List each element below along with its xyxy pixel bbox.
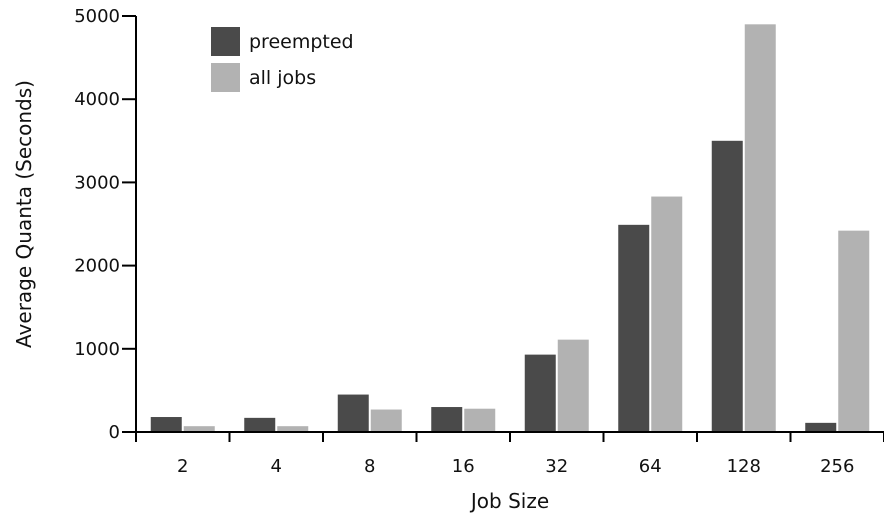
- legend-label: all jobs: [249, 67, 316, 89]
- x-tick-label: 256: [820, 456, 854, 477]
- y-tick-label: 4000: [74, 89, 120, 110]
- x-tick-label: 2: [177, 456, 188, 477]
- x-tick-label: 8: [364, 456, 375, 477]
- y-tick-label: 3000: [74, 172, 120, 193]
- bars: [150, 24, 870, 433]
- legend: preempted all jobs: [211, 27, 354, 92]
- y-tick-label: 1000: [74, 339, 120, 360]
- y-ticks: 0 1000 2000 3000 4000 5000: [74, 6, 136, 443]
- bar-preempted-64: [618, 224, 650, 432]
- bar-preempted-16: [431, 407, 463, 432]
- y-tick-label: 2000: [74, 256, 120, 277]
- bar-preempted-32: [524, 354, 556, 432]
- legend-swatch: [211, 27, 240, 56]
- legend-swatch: [211, 63, 240, 92]
- x-ticks: 2 4 8 16 32 64 128 256: [135, 432, 884, 477]
- y-tick-label: 0: [109, 422, 120, 443]
- bar-all-jobs-16: [464, 408, 496, 432]
- legend-label: preempted: [249, 31, 354, 53]
- bar-all-jobs-64: [651, 196, 683, 432]
- x-tick-label: 16: [452, 456, 475, 477]
- bar-all-jobs-256: [838, 230, 870, 432]
- y-tick-label: 5000: [74, 6, 120, 27]
- x-axis-title: Job Size: [469, 489, 549, 513]
- bar-all-jobs-32: [557, 339, 589, 432]
- bar-all-jobs-4: [277, 426, 309, 432]
- bar-preempted-8: [337, 394, 369, 432]
- x-tick-label: 64: [639, 456, 662, 477]
- bar-preempted-4: [244, 417, 276, 432]
- bar-all-jobs-128: [744, 24, 776, 432]
- bar-preempted-128: [711, 140, 743, 433]
- x-tick-label: 128: [727, 456, 761, 477]
- bar-all-jobs-8: [370, 409, 402, 432]
- bar-all-jobs-2: [183, 426, 215, 432]
- x-tick-label: 4: [271, 456, 282, 477]
- bar-preempted-256: [805, 422, 837, 432]
- y-axis-title: Average Quanta (Seconds): [12, 80, 36, 348]
- bar-preempted-2: [150, 417, 182, 432]
- x-tick-label: 32: [545, 456, 568, 477]
